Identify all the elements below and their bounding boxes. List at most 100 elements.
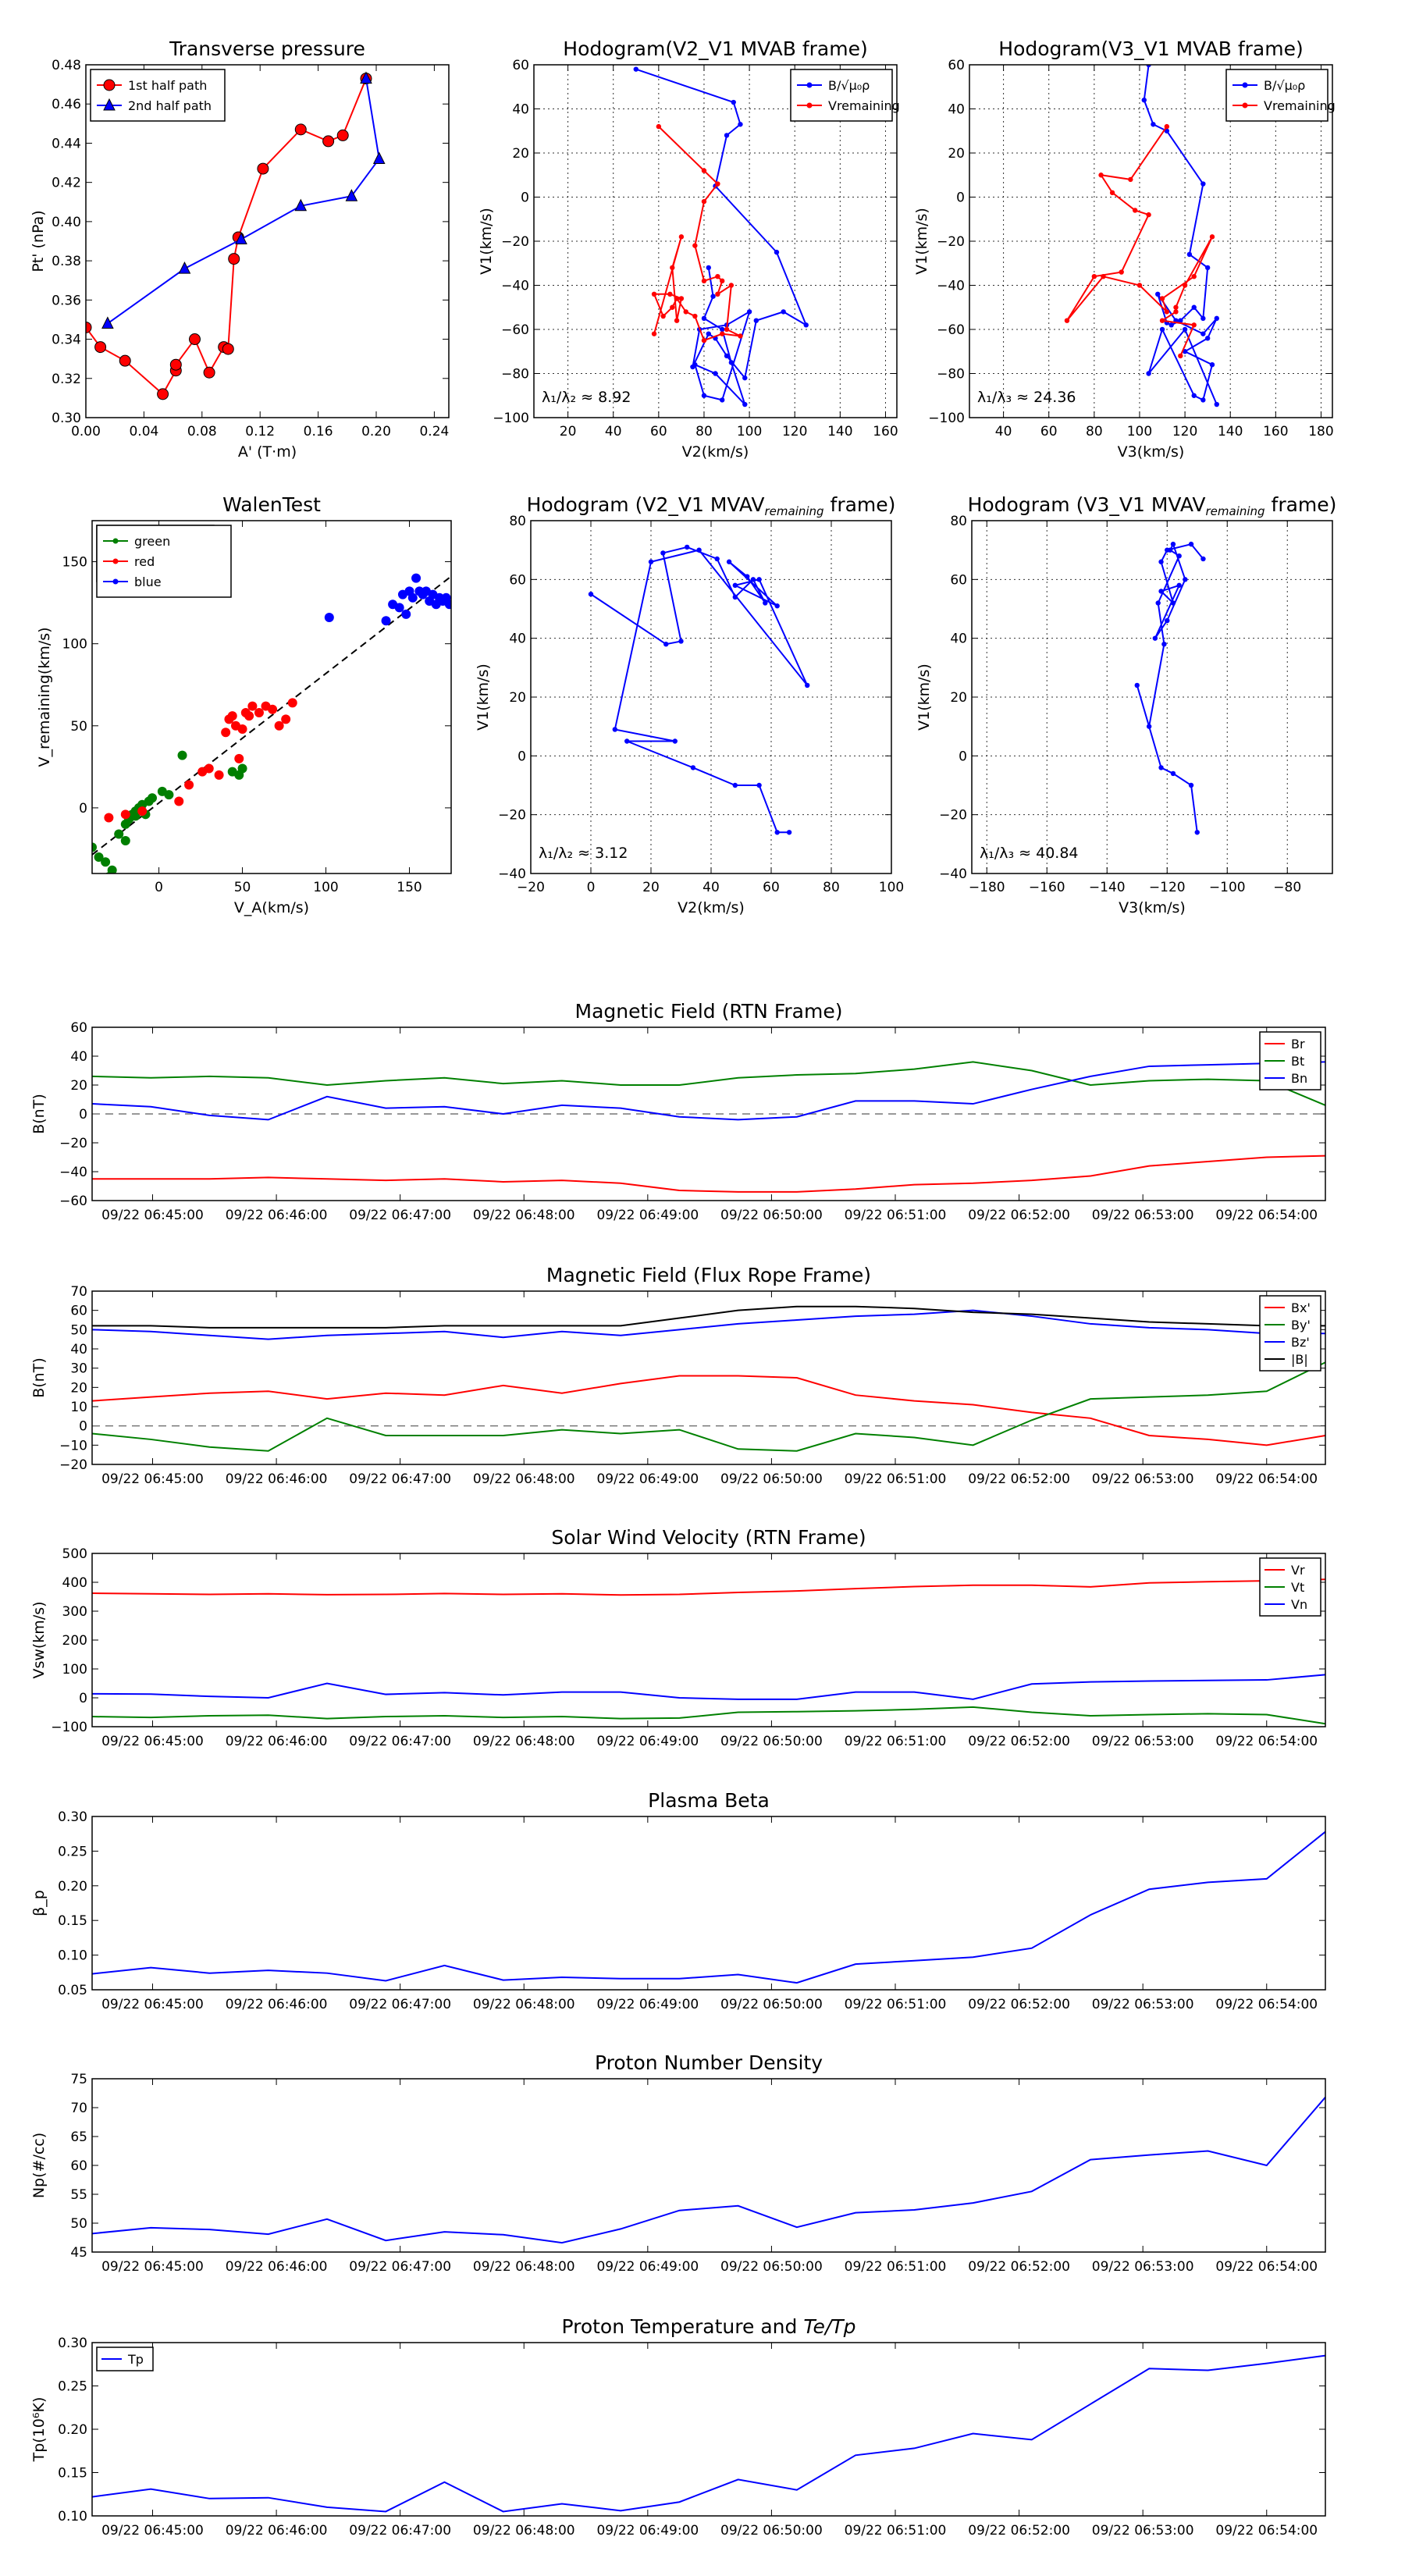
hodo2-series-1-point — [1146, 212, 1151, 218]
hodo2-series-1-point — [1159, 296, 1165, 301]
hodo1-series-1-point — [720, 331, 725, 336]
walen-xtick-label: 100 — [313, 880, 338, 895]
hodo2-legend-label: Vremaining — [1264, 98, 1336, 113]
hodo4-xtick-label: −120 — [1149, 880, 1186, 895]
hodo4-series-0-point — [1152, 635, 1158, 641]
hodo3-xtick-label: 0 — [587, 880, 596, 895]
walen-series-1-point — [234, 753, 244, 763]
vel-xtick-label: 09/22 06:48:00 — [473, 1734, 575, 1749]
hodo2-series-1-point — [1136, 283, 1143, 288]
hodo2-series-0-point — [1141, 98, 1147, 103]
density-xtick-label: 09/22 06:52:00 — [968, 2259, 1070, 2275]
hodo3-series-0-point — [805, 682, 810, 688]
pressure-ytick-label: 0.36 — [52, 293, 81, 308]
hodo1-series-1-point — [674, 296, 680, 301]
walen-axes-border — [91, 520, 452, 874]
hodo4-xtick-label: −180 — [969, 880, 1005, 895]
walen-series-0-point — [130, 811, 140, 821]
hodo2-title: Hodogram(V3_V1 MVAB frame) — [998, 37, 1303, 60]
temp-ytick-label: 0.15 — [58, 2466, 87, 2482]
hodo2-series-0-point — [1214, 315, 1219, 322]
mag_rtn-xtick-label: 09/22 06:46:00 — [226, 1208, 328, 1223]
hodo2-xtick-label: 80 — [1086, 424, 1103, 439]
hodo1-series-0-point — [803, 322, 809, 328]
density-xtick-label: 09/22 06:54:00 — [1215, 2259, 1318, 2275]
hodo1-series-0-point — [701, 393, 707, 398]
hodo2-series-0-point — [1182, 326, 1188, 333]
hodo4-series-0-point — [1188, 541, 1194, 547]
hodo4-series-0-point — [1167, 547, 1173, 553]
hodo2-series-0-point — [1191, 393, 1197, 398]
mag_fr-ytick-label: −10 — [59, 1438, 87, 1453]
vel-panel: 09/22 06:45:00 09/22 06:46:00 09/22 06:47:… — [30, 1526, 1326, 1749]
pressure-ylabel: Pt' (nPa) — [30, 210, 47, 272]
hodo2-xtick-label: 140 — [1218, 424, 1243, 439]
hodo3-title-sub: remaining — [765, 504, 824, 518]
walen-ytick-label: 150 — [62, 555, 87, 571]
pressure-legend-label: 2nd half path — [128, 98, 212, 113]
beta-title: Plasma Beta — [648, 1789, 770, 1812]
vel-ylabel: Vsw(km/s) — [30, 1601, 48, 1678]
hodo1-ytick-label: −60 — [501, 322, 529, 338]
hodo2-ytick-label: 40 — [948, 102, 965, 118]
hodo1-xtick-label: 120 — [782, 424, 807, 439]
mag_fr-title-main: Magnetic Field (Flux Rope Frame) — [546, 1264, 871, 1286]
temp-xtick-label: 09/22 06:47:00 — [349, 2523, 451, 2539]
density-xtick-label: 09/22 06:50:00 — [720, 2259, 823, 2275]
hodo1-series-0-point — [710, 294, 716, 299]
hodo2-series-0-point — [1186, 251, 1193, 258]
vel-xtick-label: 09/22 06:52:00 — [968, 1734, 1070, 1749]
hodo4-ylabel: V1(km/s) — [916, 664, 933, 731]
pressure-xtick-label: 0.12 — [245, 424, 275, 439]
hodo3-series-0-point — [732, 582, 738, 589]
mag_rtn-legend-label: Bn — [1291, 1071, 1307, 1086]
hodo1-series-1-point — [660, 313, 666, 319]
mag_rtn-ytick-label: 0 — [79, 1107, 87, 1123]
hodo2-series-0-point — [1209, 362, 1215, 368]
walen-series-0-point — [120, 835, 130, 845]
pressure-series-0-point — [119, 354, 131, 367]
hodo2-title-main: Hodogram(V3_V1 MVAB frame) — [998, 37, 1303, 60]
hodo1-series-1-point — [678, 234, 685, 240]
vel-ytick-label: −100 — [51, 1720, 87, 1735]
hodo3-ytick-label: 60 — [509, 572, 526, 588]
pressure-series-0-point — [336, 129, 349, 141]
temp-title-main: Proton Temperature and — [561, 2315, 797, 2338]
walen-xtick-label: 150 — [397, 880, 422, 895]
hodo3-series-0-point — [756, 782, 762, 788]
mag_fr-xtick-label: 09/22 06:50:00 — [720, 1471, 823, 1487]
vel-ytick-label: 300 — [62, 1604, 87, 1620]
vel-xtick-label: 09/22 06:54:00 — [1215, 1734, 1318, 1749]
mag_rtn-ylabel: B(nT) — [30, 1094, 48, 1134]
hodo3-annotation: λ₁/λ₂ ≈ 3.12 — [539, 845, 628, 862]
hodo1-panel: 20 40 60 80 100 120 140 160 −100 −80 −60 −40 −20 0 20 4… — [478, 37, 900, 461]
mag_fr-series-1-line — [91, 1361, 1326, 1452]
hodo2-series-group — [1064, 65, 1219, 407]
vel-legend-label: Vr — [1291, 1563, 1305, 1578]
vel-legend-label: Vn — [1291, 1597, 1307, 1612]
mag_rtn-xtick-label: 09/22 06:45:00 — [101, 1208, 204, 1223]
hodo2-series-0-point — [1146, 65, 1151, 68]
hodo3-series-0-point — [786, 830, 792, 835]
beta-xtick-label: 09/22 06:47:00 — [349, 1997, 451, 2012]
hodo1-series-0-point — [731, 99, 736, 105]
hodo1-series-1-point — [720, 278, 725, 284]
walen-series-1-point — [104, 813, 114, 823]
hodo1-series-1-point — [715, 274, 720, 279]
walen-series-1-point — [184, 780, 194, 790]
hodo2-xlabel: V3(km/s) — [1118, 443, 1185, 461]
hodo3-series-0-point — [774, 603, 780, 609]
hodo3-ytick-label: 0 — [518, 749, 526, 764]
walen-series-2-point — [394, 603, 404, 613]
hodo4-series-0-point — [1200, 556, 1206, 562]
beta-ytick-label: 0.05 — [58, 1983, 87, 1998]
hodo3-xtick-label: 100 — [879, 880, 904, 895]
hodo1-series-group — [633, 66, 809, 407]
hodo1-series-1-point — [701, 278, 707, 284]
walen-series-2-point — [401, 609, 411, 619]
vel-xtick-label: 09/22 06:49:00 — [596, 1734, 699, 1749]
density-ytick-label: 55 — [70, 2187, 87, 2203]
beta-panel: 09/22 06:45:00 09/22 06:46:00 09/22 06:47:… — [30, 1789, 1326, 2012]
mag_fr-series-3-line — [92, 1305, 1325, 1329]
